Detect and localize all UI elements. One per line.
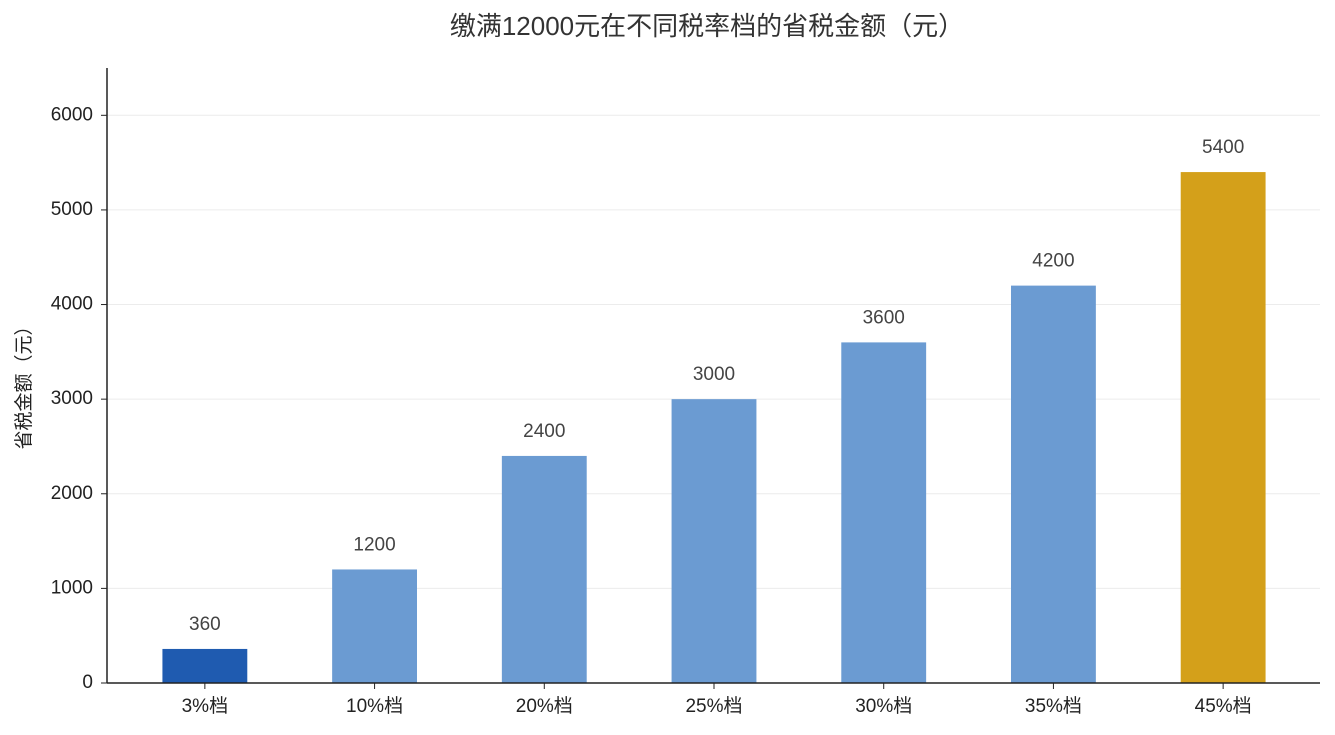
value-label: 3600 [863,307,905,328]
bar [162,648,248,683]
y-tick-label: 1000 [51,577,93,598]
bar [841,342,927,683]
y-axis-label: 省税金额（元） [13,316,35,449]
x-tick-label: 20%档 [516,695,573,717]
value-label: 3000 [693,364,735,385]
y-tick-label: 3000 [51,388,93,409]
value-label: 5400 [1202,137,1244,158]
value-label: 2400 [523,421,565,442]
x-tick-label: 10%档 [346,695,403,717]
y-tick-label: 0 [82,672,93,693]
y-tick-label: 6000 [51,104,93,125]
x-tick-label: 3%档 [182,695,228,717]
bar [671,399,757,683]
value-label: 1200 [353,534,395,555]
bar [501,455,587,683]
value-label: 4200 [1032,251,1074,272]
bar [1011,285,1096,683]
x-tick-label: 45%档 [1195,695,1252,717]
y-tick-label: 5000 [51,199,93,220]
bar [332,569,417,683]
bar [1180,172,1266,684]
y-tick-label: 4000 [51,294,93,315]
value-label: 360 [189,614,221,635]
x-tick-label: 25%档 [685,695,742,717]
chart-title: 缴满12000元在不同税率档的省税金额（元） [450,11,964,41]
x-tick-label: 30%档 [855,695,912,717]
x-tick-label: 35%档 [1025,695,1082,717]
y-tick-label: 2000 [51,483,93,504]
